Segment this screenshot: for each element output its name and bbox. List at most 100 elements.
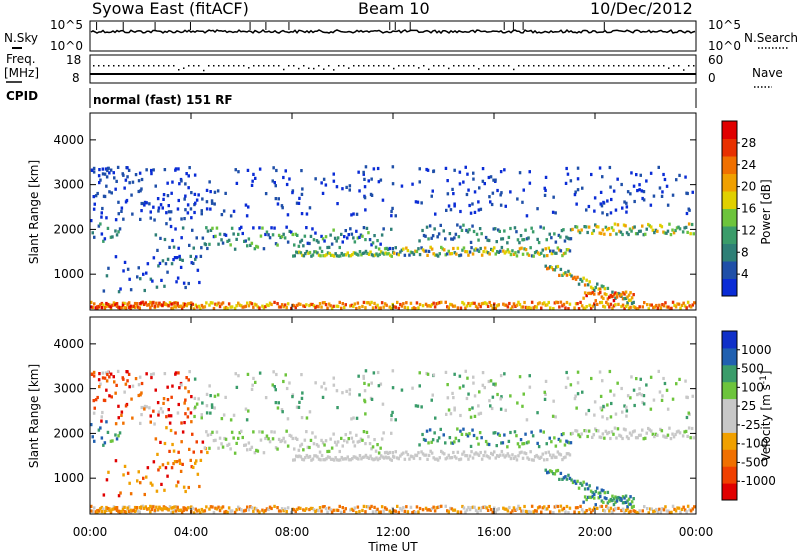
velocity-cell bbox=[498, 433, 501, 437]
velocity-cell bbox=[119, 491, 122, 495]
power-cell bbox=[117, 200, 120, 204]
power-cell bbox=[361, 234, 364, 238]
power-cell bbox=[673, 303, 676, 307]
velocity-cell bbox=[449, 506, 452, 510]
velocity-cell bbox=[586, 487, 590, 491]
power-cell bbox=[509, 253, 513, 257]
power-cell bbox=[377, 247, 381, 251]
power-cell bbox=[602, 285, 605, 289]
power-cell bbox=[304, 252, 307, 256]
velocity-cell bbox=[233, 510, 237, 514]
velocity-cell bbox=[502, 506, 505, 510]
velocity-cell bbox=[524, 432, 527, 436]
power-cell bbox=[499, 193, 502, 197]
power-cell bbox=[379, 242, 382, 246]
velocity-cell bbox=[358, 509, 361, 514]
velocity-cell bbox=[677, 429, 680, 433]
velocity-cell bbox=[220, 442, 223, 446]
colorbar-segment bbox=[722, 156, 737, 174]
colorbar-tick-label: 100 bbox=[741, 380, 764, 394]
velocity-cell bbox=[230, 509, 234, 513]
power-cell bbox=[487, 238, 491, 243]
velocity-cell bbox=[157, 468, 160, 472]
power-cell bbox=[344, 303, 347, 307]
power-cell bbox=[390, 214, 393, 218]
power-cell bbox=[134, 173, 138, 177]
velocity-cell bbox=[389, 457, 392, 461]
velocity-cell bbox=[612, 432, 615, 436]
power-cell bbox=[459, 209, 462, 214]
power-cell bbox=[99, 222, 102, 226]
power-cell bbox=[327, 245, 331, 249]
velocity-cell bbox=[177, 450, 180, 454]
velocity-cell bbox=[595, 429, 598, 433]
power-cell bbox=[574, 277, 578, 281]
velocity-cell bbox=[564, 510, 567, 514]
power-cell bbox=[609, 211, 613, 215]
power-cell bbox=[90, 219, 93, 223]
power-cell bbox=[629, 298, 632, 302]
velocity-cell bbox=[364, 442, 367, 446]
power-cell bbox=[506, 248, 510, 252]
power-cell bbox=[352, 236, 355, 240]
power-cell bbox=[103, 172, 107, 176]
nave-point bbox=[143, 65, 145, 67]
power-cell bbox=[503, 251, 507, 255]
velocity-cell bbox=[527, 509, 531, 514]
velocity-cell bbox=[430, 440, 433, 444]
velocity-cell bbox=[180, 510, 184, 514]
power-cell bbox=[552, 268, 555, 272]
power-cell bbox=[151, 279, 154, 283]
power-cell bbox=[577, 229, 580, 233]
velocity-cell bbox=[344, 433, 347, 437]
velocity-cell bbox=[399, 506, 402, 511]
power-cell bbox=[165, 211, 168, 215]
power-cell bbox=[525, 237, 529, 241]
power-cell bbox=[485, 302, 488, 306]
power-cell bbox=[479, 207, 483, 211]
power-cell bbox=[504, 204, 507, 208]
power-cell bbox=[300, 238, 304, 242]
power-cell bbox=[494, 252, 497, 256]
power-cell bbox=[659, 306, 663, 310]
nave-point bbox=[498, 65, 500, 67]
velocity-cell bbox=[476, 510, 479, 514]
velocity-cell bbox=[208, 384, 211, 388]
velocity-cell bbox=[246, 372, 250, 376]
velocity-cell bbox=[617, 506, 620, 510]
velocity-cell bbox=[350, 507, 354, 511]
power-cell bbox=[452, 304, 455, 308]
power-cell bbox=[190, 301, 193, 305]
velocity-cell bbox=[565, 370, 568, 375]
velocity-cell bbox=[537, 445, 541, 449]
velocity-cell bbox=[268, 505, 272, 509]
power-cell bbox=[421, 248, 425, 252]
colorbar-segment bbox=[722, 364, 737, 383]
velocity-cell bbox=[157, 413, 160, 417]
power-cell bbox=[586, 291, 590, 295]
velocity-cell bbox=[583, 511, 587, 515]
power-cell bbox=[511, 305, 514, 309]
power-cell bbox=[127, 168, 131, 172]
power-cell bbox=[530, 226, 533, 230]
power-cell bbox=[630, 301, 634, 305]
nave-point bbox=[503, 65, 505, 67]
velocity-cell bbox=[493, 450, 496, 454]
power-cell bbox=[364, 208, 367, 212]
colorbar-tick-label: 28 bbox=[741, 136, 756, 150]
power-cell bbox=[354, 251, 357, 255]
power-cell bbox=[465, 228, 468, 232]
velocity-cell bbox=[367, 383, 370, 387]
power-cell bbox=[549, 306, 552, 310]
power-cell bbox=[588, 280, 591, 284]
velocity-cell bbox=[468, 432, 471, 436]
power-cell bbox=[621, 206, 624, 210]
velocity-cell bbox=[561, 458, 564, 462]
power-cell bbox=[453, 251, 457, 255]
velocity-cell bbox=[140, 413, 143, 417]
power-cell bbox=[241, 231, 244, 236]
power-cell bbox=[643, 301, 646, 305]
y-tick-label: 2000 bbox=[53, 222, 84, 236]
velocity-cell bbox=[412, 456, 416, 460]
velocity-cell bbox=[577, 486, 581, 490]
